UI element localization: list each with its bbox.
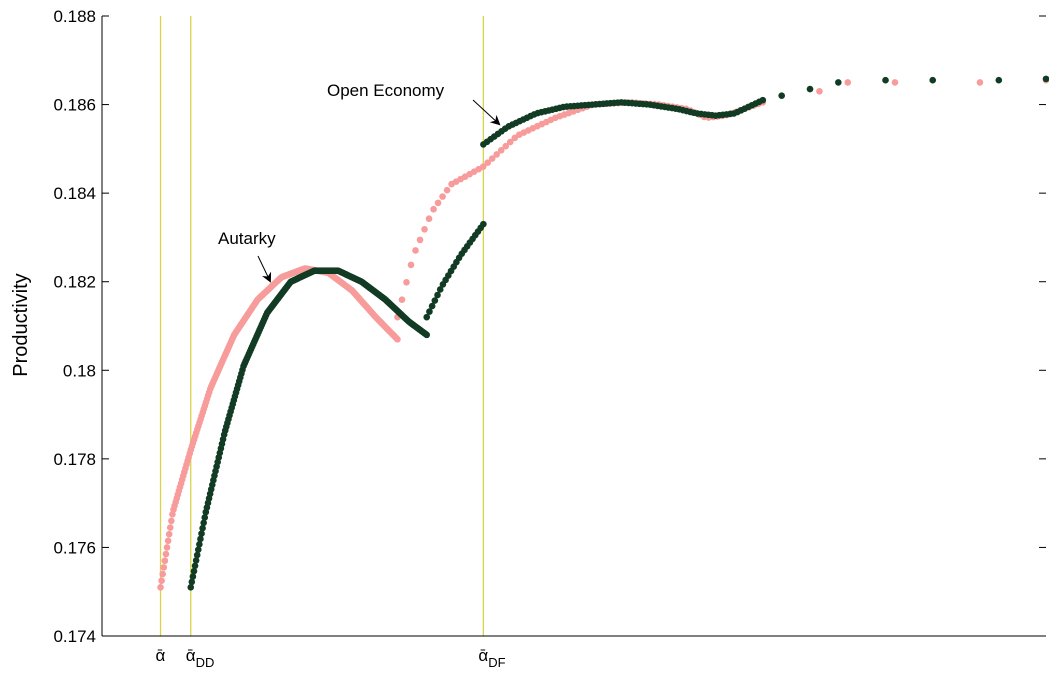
y-tick-label: 0.184 (53, 184, 96, 203)
open-point (199, 524, 206, 532)
open-point (187, 583, 195, 591)
autarky-point (484, 159, 491, 166)
autarky-point (443, 186, 451, 194)
open-annotation-arrow (472, 99, 501, 126)
autarky-point (479, 163, 487, 170)
autarky-point (158, 577, 165, 584)
y-axis-ticks: 0.174 0.176 0.178 0.18 0.182 0.184 0.186 0.188 (53, 7, 1046, 646)
open-point (423, 331, 431, 339)
autarky-point (157, 583, 164, 591)
open-annotation: Open Economy (327, 81, 445, 100)
autarky-point (497, 147, 505, 154)
open-point (431, 297, 439, 304)
x-threshold-labels: ᾱ ᾱDD ᾱDF (156, 646, 506, 670)
open-point (188, 578, 196, 586)
autarky-point (976, 79, 984, 86)
open-point (759, 96, 767, 104)
open-point (197, 535, 204, 543)
y-tick-label: 0.182 (53, 273, 96, 292)
y-tick-label: 0.176 (53, 538, 96, 557)
open-point (428, 302, 436, 310)
autarky-point (161, 557, 169, 565)
open-point (189, 573, 197, 580)
open-point (426, 308, 433, 315)
autarky-point (425, 215, 433, 223)
y-tick-label: 0.188 (53, 7, 96, 26)
autarky-point (430, 205, 437, 213)
autarky-point (493, 151, 500, 158)
open-point (196, 541, 203, 548)
alpha-df-label: ᾱDF (478, 646, 505, 670)
open-point (835, 79, 842, 86)
open-point (929, 76, 937, 84)
autarky-point (164, 537, 172, 545)
autarky-point (416, 236, 424, 244)
alpha-dd-label: ᾱDD (186, 646, 215, 670)
autarky-point (506, 138, 514, 146)
autarky-annotation: Autarky (218, 229, 276, 248)
series-markers (157, 75, 1049, 591)
autarky-point (412, 247, 419, 254)
threshold-lines (159, 16, 485, 636)
open-point (192, 557, 200, 564)
open-point (434, 291, 441, 299)
open-point (201, 514, 209, 521)
autarky-point (434, 199, 442, 207)
autarky-annotation-arrow (257, 255, 272, 283)
annotations: Autarky Open Economy (218, 81, 501, 283)
autarky-point (502, 142, 510, 150)
alpha-bar-label: ᾱ (156, 646, 166, 665)
open-point (882, 76, 889, 84)
autarky-point (403, 278, 410, 286)
open-point (995, 76, 1003, 84)
autarky-point (407, 261, 415, 269)
open-point (1042, 75, 1049, 83)
plot-frame (101, 16, 1046, 637)
y-tick-label: 0.18 (63, 361, 96, 380)
open-point (436, 286, 444, 293)
open-point (191, 562, 199, 570)
y-axis-title: Productivity (10, 273, 32, 376)
open-point (480, 220, 487, 228)
autarky-point (398, 296, 406, 304)
autarky-point (891, 79, 899, 86)
open-point (778, 92, 785, 100)
autarky-point (163, 544, 171, 551)
y-tick-label: 0.174 (53, 627, 96, 646)
open-point (194, 546, 202, 553)
autarky-point (160, 564, 168, 571)
autarky-point (162, 550, 170, 558)
autarky-point (168, 517, 175, 525)
open-point (423, 313, 431, 321)
open-point (193, 551, 201, 559)
autarky-point (488, 155, 496, 162)
open-point (190, 567, 198, 575)
open-point (806, 85, 814, 93)
autarky-point (421, 226, 428, 233)
autarky-point (816, 87, 823, 95)
autarky-point (166, 524, 174, 531)
y-tick-label: 0.178 (53, 450, 96, 469)
autarky-point (844, 79, 852, 86)
autarky-point (439, 193, 446, 200)
open-point (198, 530, 205, 537)
autarky-point (165, 530, 173, 538)
autarky-point (394, 335, 401, 343)
y-tick-label: 0.186 (53, 96, 96, 115)
autarky-point (159, 570, 166, 578)
open-point (200, 519, 207, 527)
